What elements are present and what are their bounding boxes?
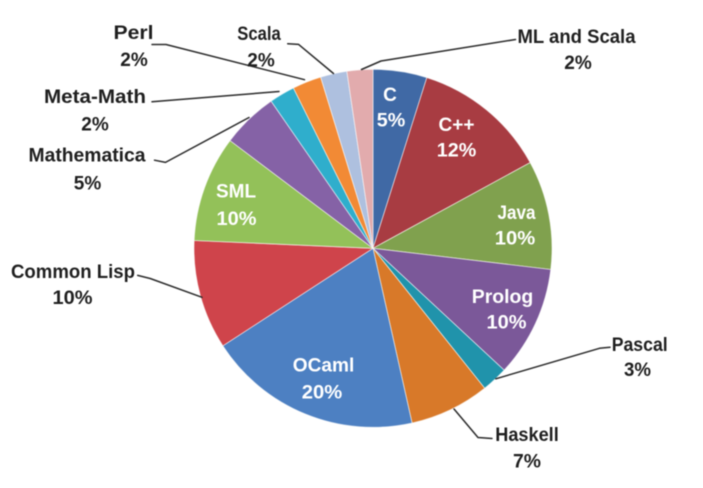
svg-text:C++: C++	[439, 115, 475, 136]
svg-text:2%: 2%	[564, 53, 592, 74]
svg-text:Prolog: Prolog	[472, 287, 534, 308]
svg-text:10%: 10%	[495, 229, 536, 250]
svg-text:Pascal: Pascal	[612, 335, 668, 356]
svg-text:3%: 3%	[624, 360, 651, 381]
svg-text:2%: 2%	[81, 115, 109, 136]
svg-text:Java: Java	[498, 203, 536, 224]
svg-text:Scala: Scala	[237, 24, 281, 45]
svg-text:7%: 7%	[513, 452, 541, 473]
svg-text:Haskell: Haskell	[495, 425, 559, 446]
svg-text:10%: 10%	[487, 313, 527, 334]
svg-text:2%: 2%	[120, 50, 148, 71]
svg-text:Common Lisp: Common Lisp	[11, 262, 135, 283]
svg-text:5%: 5%	[74, 174, 102, 195]
svg-text:2%: 2%	[247, 51, 275, 72]
svg-text:10%: 10%	[53, 288, 93, 309]
svg-text:OCaml: OCaml	[293, 356, 355, 377]
svg-text:5%: 5%	[377, 111, 406, 132]
svg-text:Meta-Math: Meta-Math	[44, 87, 146, 108]
svg-text:20%: 20%	[302, 383, 343, 404]
svg-text:C: C	[383, 85, 397, 106]
svg-text:12%: 12%	[437, 141, 477, 162]
svg-text:SML: SML	[216, 182, 257, 203]
svg-text:ML and Scala: ML and Scala	[518, 27, 636, 48]
svg-text:Perl: Perl	[114, 23, 154, 44]
svg-text:Mathematica: Mathematica	[29, 146, 146, 167]
svg-text:10%: 10%	[217, 209, 257, 230]
